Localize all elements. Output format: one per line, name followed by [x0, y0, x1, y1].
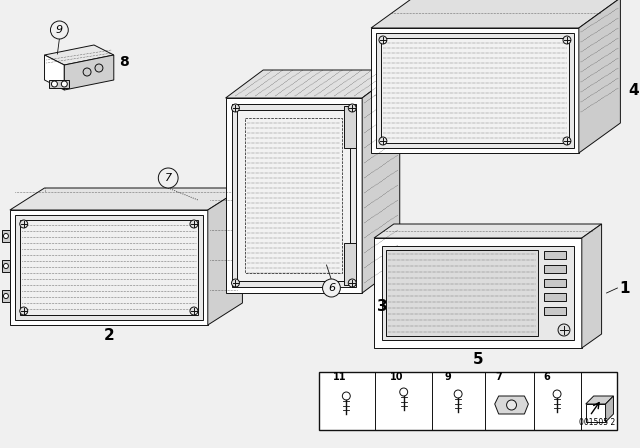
Text: 2: 2 [104, 328, 114, 343]
Circle shape [51, 81, 58, 87]
Polygon shape [371, 28, 579, 153]
Text: 5: 5 [472, 352, 483, 367]
Polygon shape [10, 188, 243, 210]
Circle shape [323, 279, 340, 297]
Bar [232, 104, 356, 287]
Text: 11: 11 [332, 372, 346, 382]
Bar [382, 246, 574, 340]
Polygon shape [362, 70, 400, 293]
Text: 6: 6 [328, 283, 335, 293]
Circle shape [158, 168, 178, 188]
Circle shape [232, 279, 239, 287]
Bar [381, 38, 569, 143]
Bar [15, 215, 203, 320]
Bar [319, 372, 618, 430]
Circle shape [400, 388, 408, 396]
Bar [544, 307, 566, 315]
Text: 7: 7 [496, 372, 502, 382]
Polygon shape [586, 396, 614, 404]
Polygon shape [605, 396, 614, 422]
Bar [245, 118, 342, 273]
Polygon shape [49, 80, 69, 88]
Polygon shape [2, 230, 10, 242]
Bar [386, 250, 538, 336]
Circle shape [190, 220, 198, 228]
Bar [544, 293, 566, 301]
Circle shape [558, 324, 570, 336]
Bar [376, 33, 574, 148]
Circle shape [3, 233, 8, 238]
Polygon shape [344, 106, 356, 148]
Bar [544, 265, 566, 273]
Text: 8: 8 [119, 55, 129, 69]
Circle shape [232, 104, 239, 112]
Polygon shape [45, 45, 114, 65]
Circle shape [342, 392, 350, 400]
Text: 1: 1 [620, 280, 630, 296]
Bar [544, 251, 566, 259]
Circle shape [448, 373, 458, 383]
Circle shape [83, 68, 91, 76]
Text: 6: 6 [543, 372, 550, 382]
Circle shape [379, 137, 387, 145]
Bar [237, 110, 350, 281]
Circle shape [20, 307, 28, 315]
Polygon shape [225, 70, 400, 98]
Text: 001505 2: 001505 2 [579, 418, 616, 427]
Polygon shape [579, 0, 620, 153]
Circle shape [553, 390, 561, 398]
Circle shape [563, 36, 571, 44]
Polygon shape [208, 188, 243, 325]
Polygon shape [344, 243, 356, 285]
Polygon shape [582, 224, 602, 348]
Text: 4: 4 [628, 82, 639, 98]
Circle shape [20, 220, 28, 228]
Circle shape [563, 137, 571, 145]
Bar [20, 220, 198, 315]
Text: 9: 9 [444, 372, 451, 382]
Polygon shape [225, 98, 362, 293]
Circle shape [454, 390, 462, 398]
Polygon shape [586, 404, 605, 422]
Polygon shape [10, 210, 208, 325]
Circle shape [95, 64, 103, 72]
Polygon shape [64, 55, 114, 90]
Bar [544, 279, 566, 287]
Polygon shape [2, 260, 10, 272]
Polygon shape [371, 0, 620, 28]
Polygon shape [2, 290, 10, 302]
Text: 10: 10 [390, 372, 403, 382]
Circle shape [3, 263, 8, 268]
Polygon shape [374, 224, 602, 238]
Text: 9: 9 [56, 25, 63, 35]
Circle shape [348, 279, 356, 287]
Polygon shape [45, 55, 64, 90]
Polygon shape [374, 238, 582, 348]
Text: 3: 3 [376, 299, 387, 314]
Polygon shape [495, 396, 529, 414]
Text: 7: 7 [164, 173, 172, 183]
Circle shape [507, 400, 516, 410]
Circle shape [348, 104, 356, 112]
Circle shape [190, 307, 198, 315]
Circle shape [51, 21, 68, 39]
Circle shape [61, 81, 67, 87]
Circle shape [379, 36, 387, 44]
Circle shape [3, 293, 8, 298]
